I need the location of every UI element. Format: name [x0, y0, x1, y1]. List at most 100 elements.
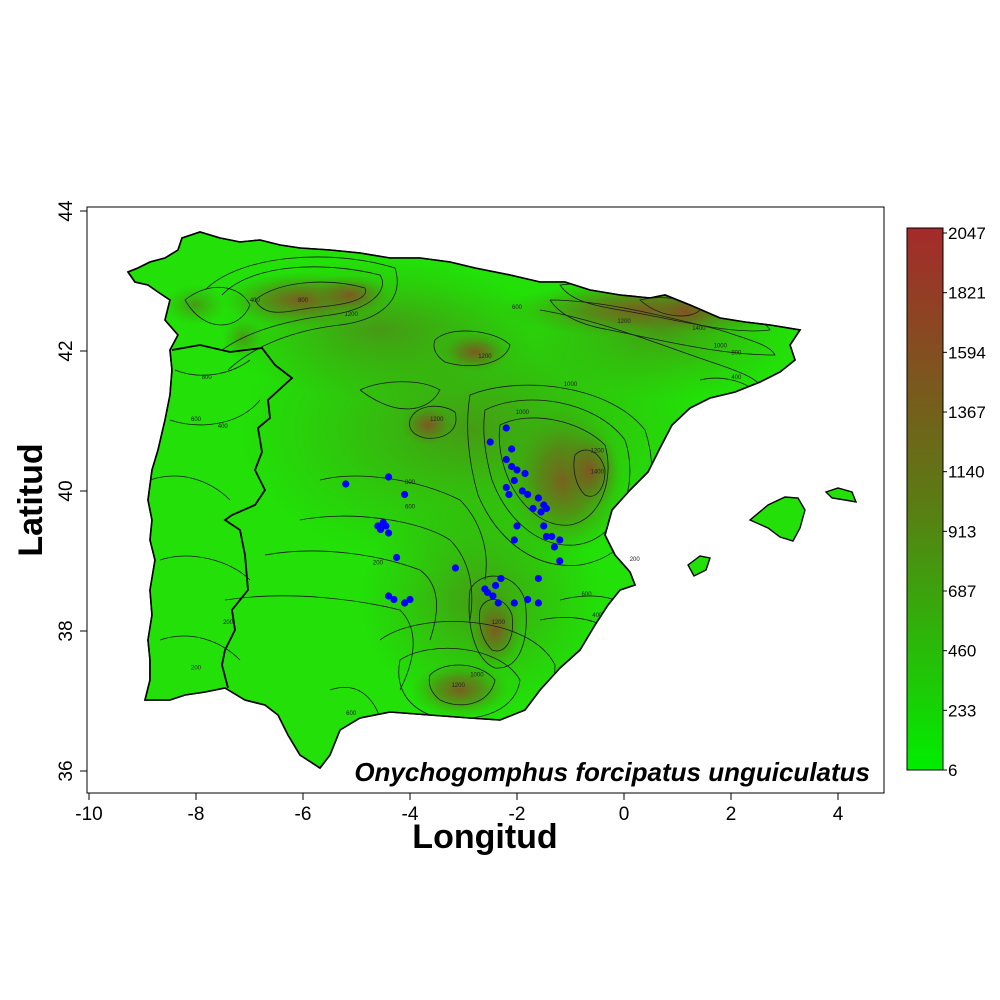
x-tick-label: 4 — [833, 804, 844, 825]
legend-label: 460 — [948, 642, 976, 661]
occurrence-point — [513, 522, 521, 530]
contour-label: 200 — [373, 561, 384, 567]
contour-label: 400 — [731, 375, 742, 381]
contour-label: 1200 — [344, 312, 358, 318]
contour-label: 1200 — [478, 354, 492, 360]
contour-label: 200 — [630, 557, 641, 563]
occurrence-point — [486, 438, 494, 446]
occurrence-point — [510, 476, 518, 485]
occurrence-point — [342, 480, 350, 488]
contour-label: 600 — [191, 417, 202, 423]
occurrence-point — [385, 592, 393, 600]
x-tick-label: -10 — [75, 804, 102, 825]
occurrence-point — [524, 595, 532, 604]
occurrence-point — [510, 599, 518, 607]
portugal-border — [171, 344, 294, 689]
contour-label: 400 — [250, 298, 261, 304]
occurrence-point — [508, 445, 516, 453]
iberian-peninsula — [126, 231, 858, 770]
occurrence-point — [382, 522, 390, 530]
occurrence-point — [542, 532, 551, 541]
contour-label: 1000 — [470, 673, 484, 679]
occurrence-point — [521, 469, 529, 478]
contour-labels: 400 800 1200 600 1200 1000 1200 800 600 1200 1400 1… — [191, 298, 742, 717]
contour-label: 1000 — [714, 344, 728, 350]
x-tick-label: -4 — [402, 804, 419, 825]
contour-label: 600 — [512, 305, 523, 311]
x-axis-title: Longitud — [412, 818, 557, 856]
x-tick-label: -8 — [188, 804, 205, 825]
legend-label: 1367 — [948, 403, 986, 422]
legend-labels: 2047 1821 1594 1367 1140 913 687 460 233 6 — [943, 224, 986, 780]
contour-label: 200 — [223, 620, 234, 626]
contour-label: 1200 — [591, 449, 605, 455]
occurrence-point — [534, 494, 543, 502]
contour-label: 1000 — [564, 382, 578, 388]
occurrence-point — [556, 557, 564, 565]
contour-label: 600 — [346, 711, 357, 717]
contour-label: 1200 — [617, 319, 631, 325]
occurrence-point — [534, 574, 543, 583]
y-tick-label: 38 — [56, 620, 77, 641]
contour-label: 800 — [202, 375, 213, 381]
contour-label: 400 — [218, 424, 229, 430]
occurrence-point — [483, 588, 492, 597]
color-legend: 2047 1821 1594 1367 1140 913 687 460 233 6 — [906, 224, 986, 780]
occurrence-point — [502, 483, 510, 492]
occurrence-point — [548, 532, 556, 541]
y-tick-label: 44 — [56, 200, 77, 222]
contour-label: 600 — [405, 505, 416, 511]
contour-label: 1200 — [451, 683, 465, 689]
occurrence-point — [451, 564, 460, 572]
occurrence-point — [518, 487, 526, 495]
occurrence-point — [513, 466, 521, 474]
contour-label: 1000 — [516, 410, 530, 416]
x-tick-label: -2 — [509, 804, 526, 825]
legend-label: 233 — [948, 701, 976, 720]
legend-label: 913 — [948, 522, 976, 541]
occurrence-point — [494, 599, 502, 607]
occurrence-point — [489, 592, 497, 600]
y-tick-label: 40 — [56, 480, 77, 501]
ibiza-island — [687, 555, 711, 577]
legend-label: 1594 — [948, 343, 986, 362]
occurrence-point — [505, 490, 513, 499]
occurrence-point — [385, 473, 393, 481]
contour-label: 1400 — [692, 326, 706, 332]
legend-label: 1140 — [948, 463, 985, 482]
occurrence-point — [529, 504, 537, 513]
occurrence-point — [510, 536, 518, 544]
occurrence-point — [502, 424, 510, 432]
coastline — [126, 231, 802, 770]
y-axis: 36 38 40 42 44 — [56, 200, 87, 782]
mallorca-island — [748, 496, 806, 542]
legend-label: 1821 — [948, 284, 986, 303]
contour-label: 1200 — [492, 620, 506, 626]
contour-label: 400 — [592, 613, 603, 619]
x-tick-label: 0 — [619, 804, 630, 825]
occurrence-point — [508, 462, 516, 471]
y-tick-label: 42 — [56, 340, 77, 361]
legend-label: 687 — [948, 582, 976, 601]
contour-label: 800 — [405, 480, 416, 486]
occurrence-points — [342, 424, 564, 607]
occurrence-point — [502, 455, 510, 464]
contour-label: 1200 — [430, 417, 444, 423]
occurrence-point — [385, 529, 393, 537]
occurrence-point — [534, 599, 543, 607]
menorca-island — [824, 487, 858, 503]
occurrence-point — [492, 581, 500, 590]
occurrence-point — [497, 574, 505, 583]
contour-label: 600 — [582, 592, 593, 598]
occurrence-point — [542, 504, 551, 513]
contour-label: 800 — [298, 298, 309, 304]
legend-colorbar — [906, 227, 944, 771]
occurrence-point — [537, 508, 545, 516]
occurrence-point — [406, 595, 414, 604]
legend-label: 2047 — [948, 224, 986, 243]
x-tick-label: 2 — [726, 804, 737, 825]
occurrence-point — [390, 595, 398, 604]
occurrence-point — [376, 525, 385, 534]
x-axis: -10 -8 -6 -4 -2 0 2 4 — [75, 793, 844, 825]
